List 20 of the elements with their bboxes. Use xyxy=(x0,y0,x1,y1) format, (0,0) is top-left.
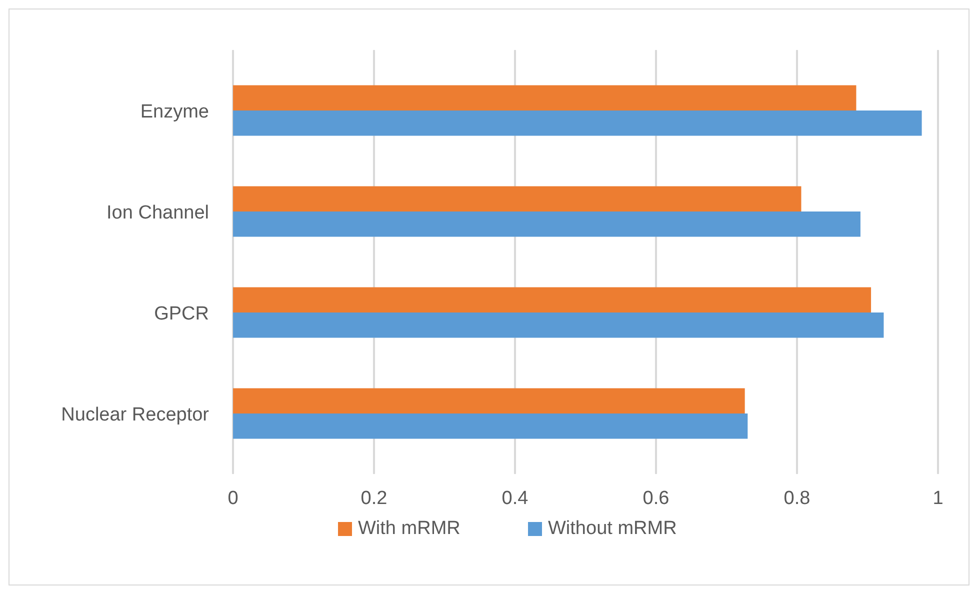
bar xyxy=(233,388,745,414)
x-tick-label: 0.2 xyxy=(360,488,388,509)
x-tick-label: 0.6 xyxy=(642,488,670,509)
bar xyxy=(233,110,922,136)
legend-label: Without mRMR xyxy=(548,518,677,539)
y-tick-label: Nuclear Receptor xyxy=(61,404,210,426)
legend-label: With mRMR xyxy=(358,518,460,539)
bar xyxy=(233,186,802,212)
y-tick-label: Ion Channel xyxy=(106,202,209,224)
bar xyxy=(233,212,860,237)
x-tick-label: 0 xyxy=(228,488,238,509)
bar xyxy=(233,312,884,338)
bar xyxy=(233,414,748,439)
x-tick-label: 1 xyxy=(932,488,944,509)
x-tick-label: 0.4 xyxy=(502,488,529,509)
x-tick-label: 0.8 xyxy=(784,488,810,509)
bar xyxy=(233,85,856,110)
bar xyxy=(233,287,872,312)
y-tick-label: GPCR xyxy=(154,304,209,324)
y-tick-label: Enzyme xyxy=(140,102,209,122)
